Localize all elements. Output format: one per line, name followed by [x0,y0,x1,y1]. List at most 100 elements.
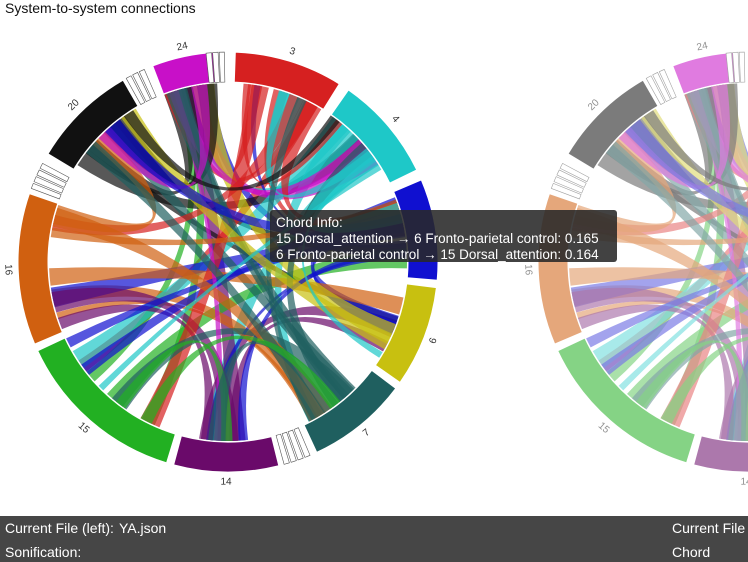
group-arc [233,51,340,111]
chord-ribbon [606,141,748,293]
chord-ribbon [643,110,748,191]
group-arc [37,337,176,464]
file-label-right: Current File [672,520,746,536]
chord-ribbon [618,272,748,391]
chord-ribbon [265,97,318,422]
chord-ribbon [715,84,748,174]
group-label: 14 [220,477,232,488]
chord-ribbon [699,87,748,178]
group-label: 3 [288,46,297,58]
chord-ribbon [140,335,341,424]
chord-ribbon [576,300,748,328]
small-group-arc [553,176,584,194]
group-label: 20 [586,97,602,113]
small-group-arc [725,52,735,84]
tooltip-line: 15 Dorsal_attention → 6 Fronto-parietal … [276,231,599,246]
small-group-arc [559,163,590,183]
chord-ribbon [712,83,748,190]
file-label: Current File (left): [5,520,114,536]
chord-ribbon [688,88,748,183]
small-group-arc [287,429,304,461]
chord-ribbon [728,362,748,441]
chord-ribbon [686,87,748,233]
small-group-arc [138,69,157,100]
chord-ribbon [577,304,734,441]
small-group-arc [212,51,220,83]
small-group-arc [658,69,677,100]
small-group-arc [275,433,290,465]
chord-ribbon [695,86,748,441]
small-group-arc [652,72,671,103]
chord-ribbon [630,119,748,220]
chord-diagram: 3 4 6 7 14 15 16 20 24 [2,40,440,487]
group-label: 24 [696,40,710,53]
chord-ribbon [702,84,748,178]
chord-ribbon [660,197,748,428]
group-label: 7 [361,427,373,439]
small-group-arc [125,75,146,105]
chord-ribbon [107,248,407,407]
chord-ribbon [618,84,731,190]
chord-ribbon [625,119,748,218]
small-group-arc [281,431,297,463]
small-group-arc [550,182,582,200]
group-arc [693,435,748,473]
chord-ribbon [661,86,725,426]
chord-ribbon [208,340,339,441]
group-label: 14 [740,477,748,488]
small-group-arc [732,51,740,83]
group-arc [47,79,139,170]
group-label: 16 [2,264,13,276]
group-label: 6 [427,336,439,346]
chord-ribbon [241,83,343,185]
group-label: 15 [596,420,612,436]
small-group-arc [30,182,62,200]
chord-ribbon [98,164,382,391]
tooltip-title: Chord Info: [276,215,343,230]
small-group-arc [738,51,746,83]
chord-ribbon [726,343,748,441]
chord-ribbon [571,285,748,325]
chord-ribbon [140,84,269,428]
small-group-arc [645,75,666,105]
tooltip: Chord Info: 15 Dorsal_attention → 6 Fron… [270,210,617,262]
chord-ribbon [123,110,340,191]
chord-ribbon [98,84,211,190]
group-arc [567,79,659,170]
tooltip-line: 6 Fronto-parietal control → 15 Dorsal_at… [276,247,599,262]
small-group-arc [205,52,215,84]
chord-ribbon [660,336,748,424]
chord-ribbon [608,143,748,246]
chord-ribbon [166,87,356,402]
footer: Current File (left): YA.json Current Fil… [0,516,748,562]
chord-ribbon [726,359,748,441]
chord-ribbon [168,88,370,196]
chord-ribbon [693,89,743,441]
group-label: 4 [389,114,401,126]
group-arc [303,369,397,453]
chord-ribbon [641,108,748,237]
chord-ribbon [631,328,748,410]
chord-ribbon [627,298,748,407]
small-group-arc [218,51,226,83]
chord-ribbon [597,149,748,210]
file-name[interactable]: YA.json [119,520,167,536]
group-arc [557,337,696,464]
chord-ribbon [57,304,214,441]
chord-ribbon [624,83,739,187]
chord-ribbon [571,287,748,442]
group-label: 15 [76,420,92,436]
chord-ribbon [605,89,713,196]
page-title: System-to-system connections [5,0,196,16]
sonification-label: Sonification: [5,544,82,560]
group-arc [330,89,418,184]
chord-ribbon [623,123,748,267]
chord-ribbon [606,87,717,382]
chord-ribbon [601,274,748,375]
group-label: 24 [176,40,190,53]
small-group-arc [33,176,64,194]
chord-ribbon [598,224,748,372]
small-group-arc [39,163,70,183]
sonification-value[interactable]: Chord [672,544,711,560]
